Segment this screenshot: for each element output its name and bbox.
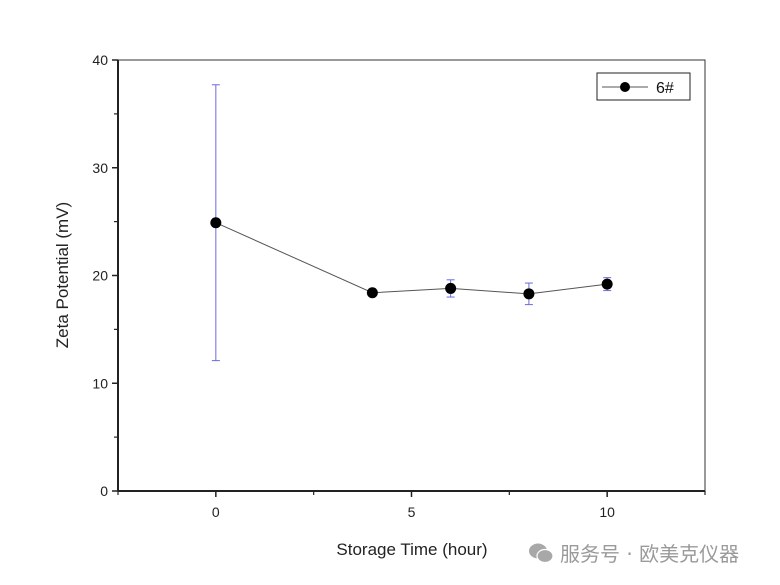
y-tick-label: 10 [92,375,108,391]
x-tick-label: 0 [212,504,220,520]
y-tick-label: 30 [92,160,108,176]
legend-marker [620,82,630,92]
x-axis-label: Storage Time (hour) [336,540,487,559]
legend-label: 6# [656,80,674,97]
data-point [601,278,613,290]
y-tick-label: 40 [92,52,108,68]
axes: 0 10 20 30 40 0 5 10 [92,52,706,520]
y-tick-label: 0 [100,483,108,499]
marks [210,84,613,362]
y-tick-label: 20 [92,268,108,284]
series-line [215,222,608,295]
data-point [210,217,222,229]
watermark-text: 服务号 · 欧美克仪器 [560,542,740,566]
y-axis-label: Zeta Potential (mV) [53,202,72,348]
wechat-icon [529,543,554,563]
plot-frame [117,59,706,492]
x-tick-label: 5 [408,504,416,520]
x-tick-label: 10 [599,504,615,520]
legend: 6# [596,72,691,101]
data-point [445,282,457,294]
data-point [523,288,535,300]
data-point [366,287,378,299]
watermark: 服务号 · 欧美克仪器 [528,538,739,567]
